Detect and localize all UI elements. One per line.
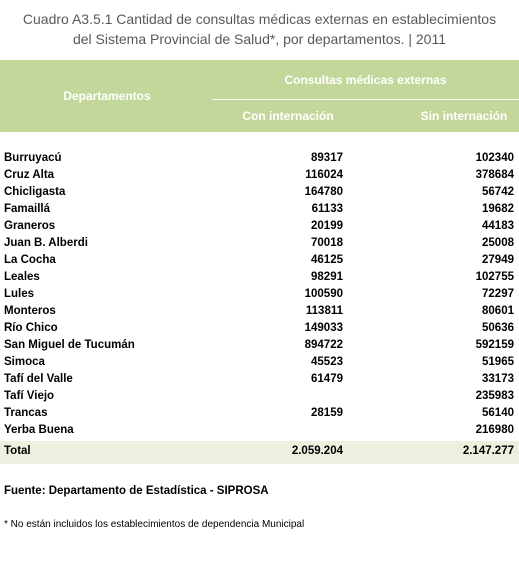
cell-value: 2.059.204 [291,445,343,457]
cell-value: 89317 [311,152,343,164]
cell-value: 100590 [304,288,343,300]
department: Simoca [4,356,45,368]
cell-value: 44183 [482,220,514,232]
cell-value: 25008 [482,237,514,249]
cell-value: 72297 [482,288,514,300]
cell-value: 592159 [475,339,514,351]
cell-value: 56742 [482,186,514,198]
header-column: Con internación [242,109,334,123]
cell-value: 61133 [311,203,343,215]
header-column: Sin internación [420,109,508,123]
cell-value: 80601 [482,305,514,317]
department: Juan B. Alberdi [4,237,88,249]
cell-value: 56140 [482,407,514,419]
cell-value: 28159 [311,407,343,419]
cell-value: 216980 [475,424,514,436]
title-line: Cuadro A3.5.1 Cantidad de consultas médi… [22,11,497,27]
department: Yerba Buena [4,424,74,436]
department: Lules [4,288,35,300]
cell-value: 102755 [475,271,514,283]
department: Monteros [4,305,56,317]
department: Famaillá [4,203,51,215]
cell-value: 98291 [311,271,343,283]
cell-value: 894722 [304,339,343,351]
total-label: Total [4,445,31,457]
department: Río Chico [4,322,58,334]
department: Tafí del Valle [4,373,73,385]
cell-value: 51965 [482,356,514,368]
department: Tafí Viejo [4,390,55,402]
cell-value: 164780 [304,186,343,198]
department: Burruyacú [4,152,62,164]
cell-value: 19682 [482,203,514,215]
title-line: del Sistema Provincial de Salud*, por de… [72,31,447,47]
cell-value: 70018 [311,237,343,249]
department: Chicligasta [4,186,66,198]
cell-value: 149033 [304,322,343,334]
header-band [0,60,519,132]
header-departamentos: Departamentos [63,89,151,103]
department: Leales [4,271,40,283]
cell-value: 45523 [311,356,343,368]
header-group: Consultas médicas externas [284,73,447,87]
cell-value: 61479 [311,373,343,385]
cell-value: 2.147.277 [462,445,514,457]
cell-value: 113811 [305,305,343,317]
cell-value: 50636 [482,322,514,334]
cell-value: 102340 [475,152,514,164]
total-band [0,441,519,464]
source: Fuente: Departamento de Estadística - SI… [4,485,269,497]
department: Cruz Alta [4,169,55,181]
department: Trancas [4,407,48,419]
cell-value: 235983 [475,390,514,402]
note: * No están incluidos los establecimiento… [4,519,305,530]
header-rule [212,99,519,100]
cell-value: 33173 [482,373,514,385]
department: Graneros [4,220,56,232]
cell-value: 116024 [305,169,343,181]
cell-value: 378684 [475,169,514,181]
cell-value: 27949 [482,254,514,266]
department: San Miguel de Tucumán [4,339,135,351]
department: La Cocha [4,254,56,266]
cell-value: 46125 [311,254,343,266]
cell-value: 20199 [311,220,343,232]
